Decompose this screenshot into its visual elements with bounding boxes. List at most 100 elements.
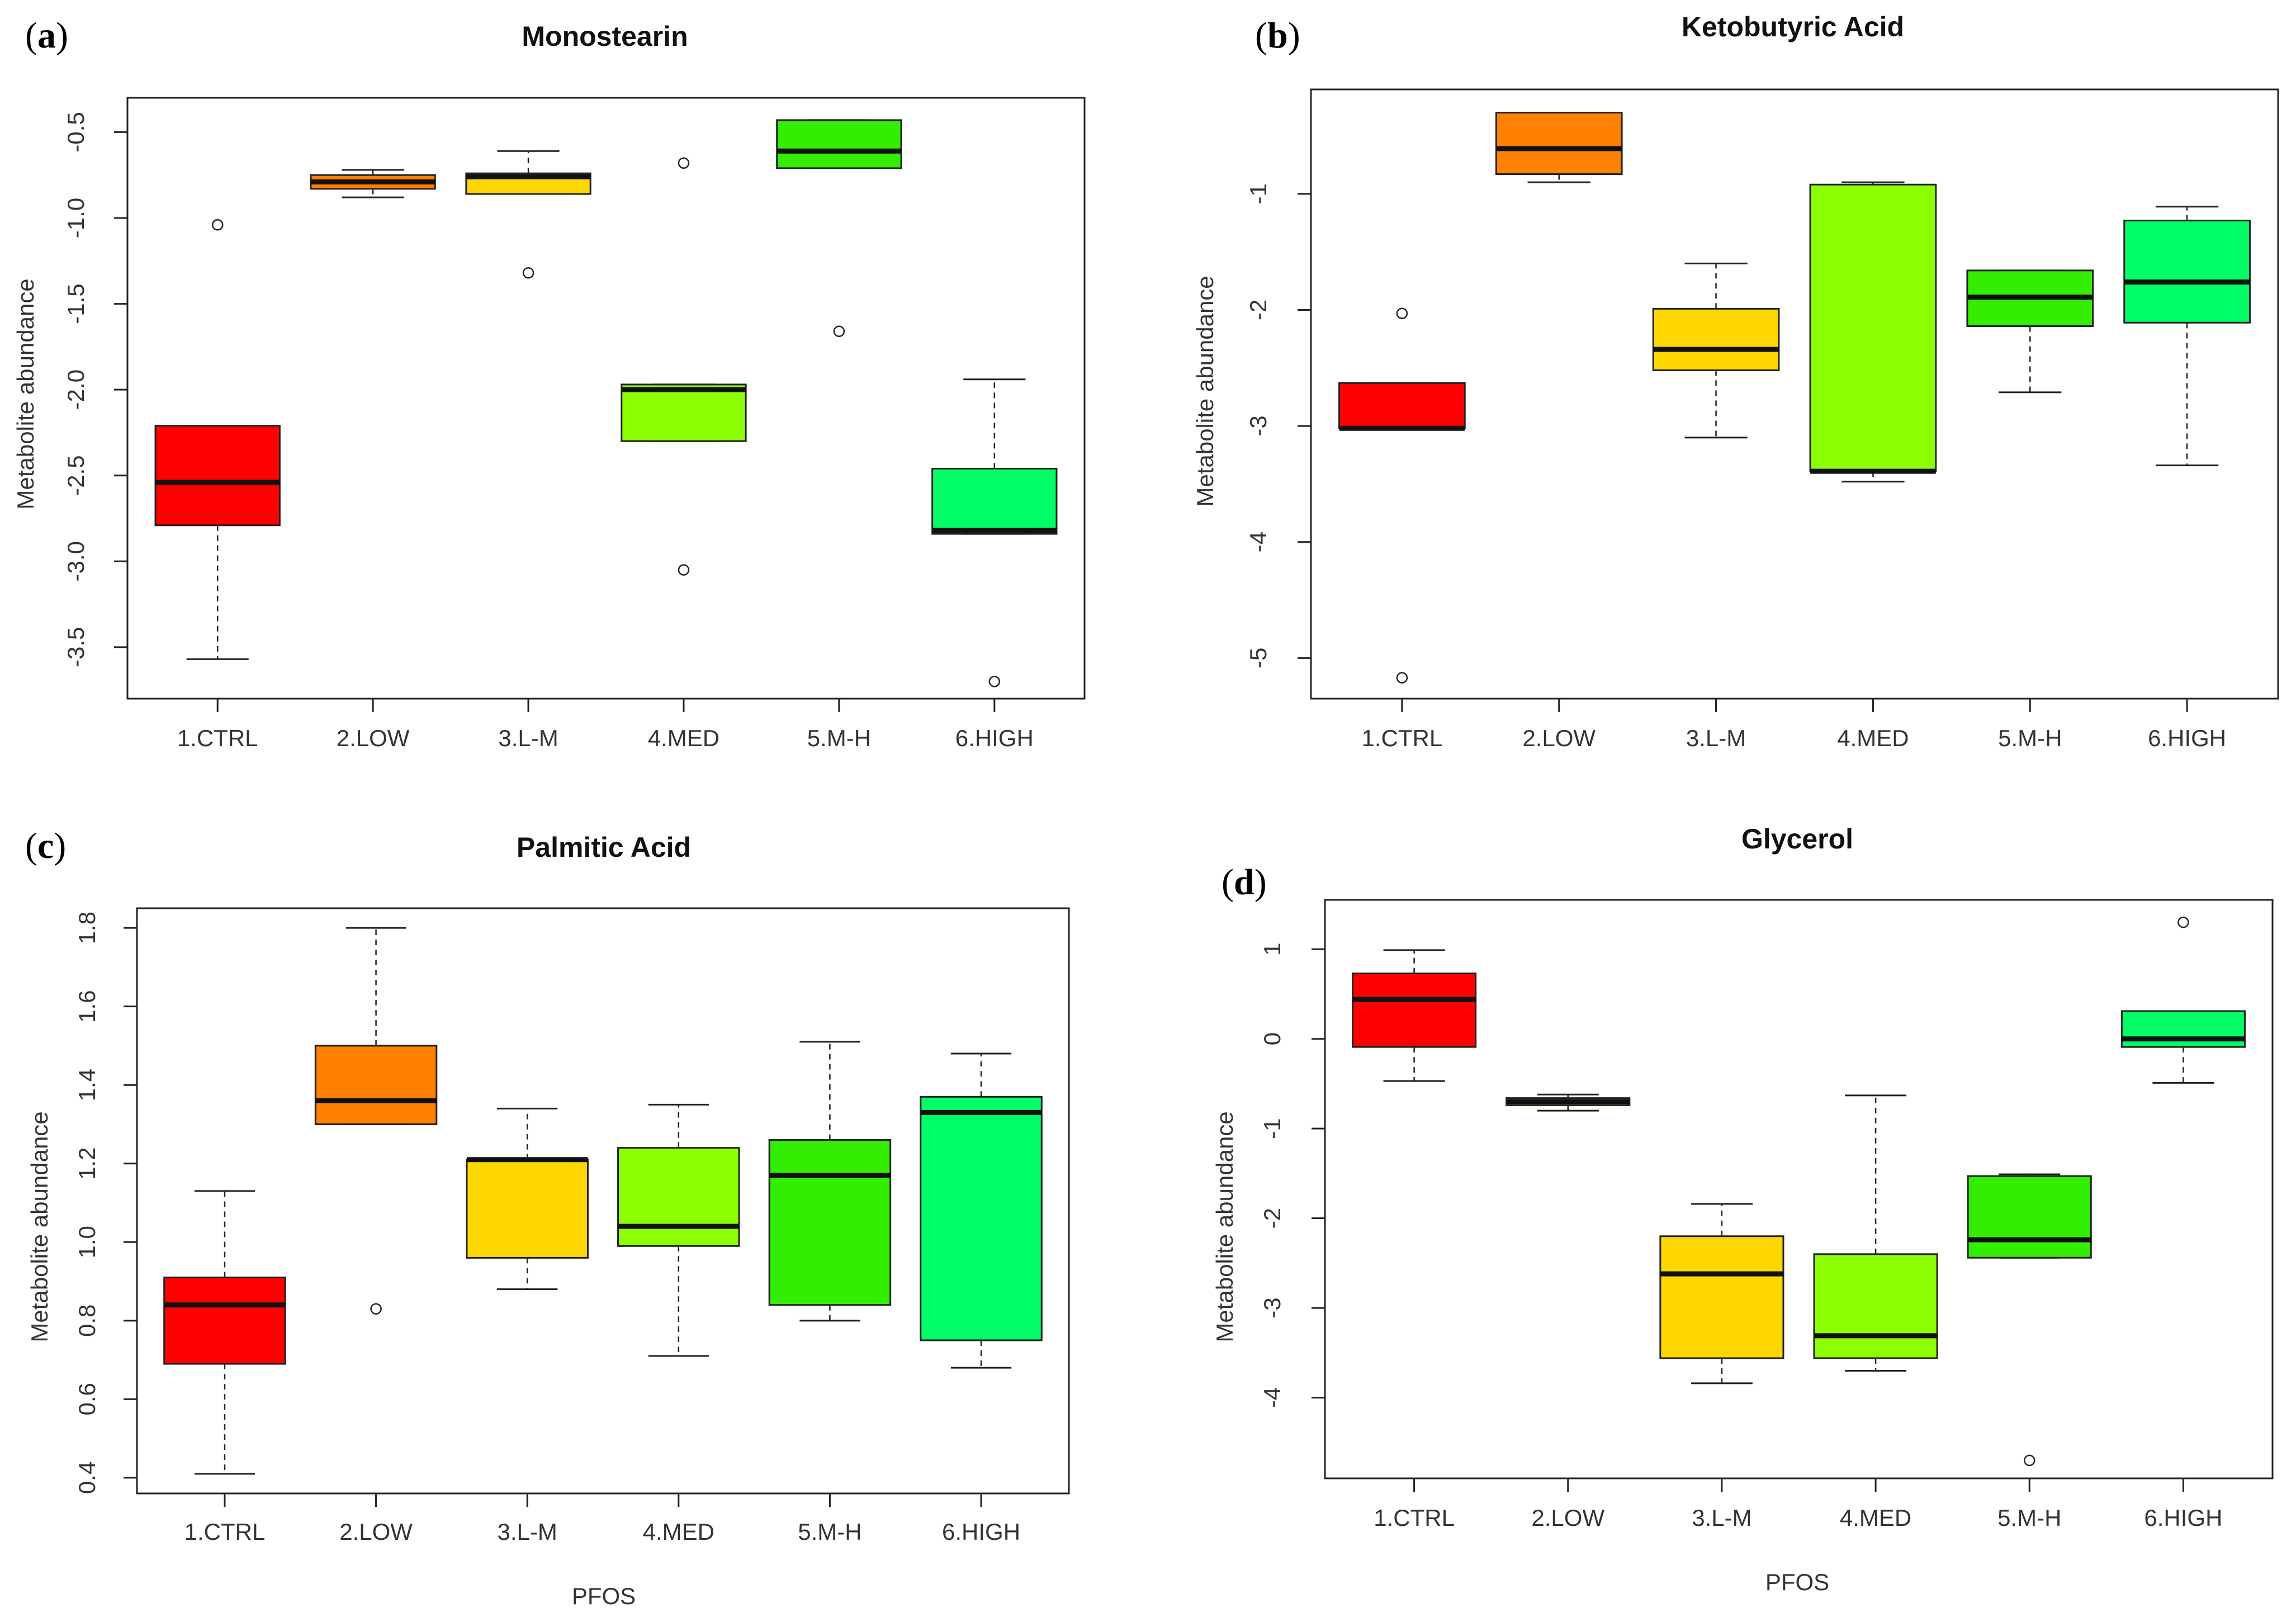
y-tick-label: -2.5 [63, 456, 89, 496]
y-tick-label: -2 [1259, 1208, 1285, 1229]
outlier-point [988, 676, 1001, 687]
box-body [1813, 1253, 1938, 1359]
box-5.M-H [1967, 1173, 2092, 1467]
box-body [154, 425, 281, 527]
box-3.L-M [465, 150, 591, 279]
outlier-point [211, 219, 224, 231]
box-body [1338, 382, 1466, 429]
y-tick-label: 1.6 [74, 990, 100, 1022]
y-tick-label: -1 [1245, 183, 1271, 204]
box-body [920, 1095, 1043, 1341]
box-3.L-M [1659, 1203, 1784, 1384]
y-axis-label: Metabolite abundance [1192, 276, 1218, 506]
box-body [1967, 1175, 2092, 1259]
box-body [1652, 307, 1780, 371]
x-tick-label: 6.HIGH [942, 1519, 1020, 1545]
y-tick-label: 1.2 [74, 1147, 100, 1180]
box-body [931, 467, 1058, 535]
panel-a-monostearin: (a) Monostearin Metabolite abundance -0.… [12, 15, 1086, 751]
box-4.MED [621, 157, 747, 576]
plot-frame [136, 907, 1070, 1495]
x-tick-label: 1.CTRL [1374, 1505, 1455, 1531]
panel-a-label: (a) [25, 15, 68, 56]
x-tick-label: 4.MED [1837, 725, 1909, 751]
outlier-point [678, 157, 690, 169]
y-tick-label: 1 [1259, 943, 1285, 956]
plot-area: 1 0 -1 -2 -3 -4 1.CTRL 2.LOW 3.L-M 4.MED 5.M-H 6.HI… [1259, 899, 2274, 1531]
box-2.LOW [1495, 112, 1623, 183]
panel-d-label: (d) [1222, 862, 1267, 903]
outlier-point [678, 564, 690, 576]
box-2.LOW [1506, 1093, 1631, 1112]
y-tick-label: -1 [1259, 1118, 1285, 1139]
y-tick-label: -3 [1245, 415, 1271, 436]
y-tick-label: 0.8 [74, 1305, 100, 1337]
outlier-point [522, 267, 534, 279]
plot-area: -0.5 -1.0 -1.5 -2.0 -2.5 -3.0 -3.5 1.CTRL 2.LOW 3… [63, 97, 1086, 751]
y-tick-label: 1.0 [74, 1226, 100, 1258]
y-tick-label: -1.5 [63, 283, 89, 324]
box-3.L-M [1652, 262, 1780, 439]
box-3.L-M [466, 1107, 589, 1291]
x-tick-label: 2.LOW [337, 725, 410, 751]
x-tick-label: 5.M-H [1997, 1505, 2061, 1531]
box-4.MED [1809, 181, 1937, 483]
box-body [466, 1159, 589, 1259]
y-tick-label: -4 [1245, 532, 1271, 552]
x-tick-label: 5.M-H [798, 1519, 861, 1545]
box-6.HIGH [931, 378, 1058, 687]
x-tick-label: 5.M-H [807, 725, 871, 751]
box-body [1352, 973, 1477, 1048]
box-body [776, 119, 902, 169]
panel-b-label: (b) [1255, 15, 1300, 56]
y-tick-label: -3.5 [63, 627, 89, 667]
box-5.M-H [768, 1041, 892, 1322]
chart-title: Monostearin [522, 21, 688, 52]
y-tick-label: -2 [1245, 300, 1271, 320]
x-axis-label: PFOS [1765, 1569, 1829, 1595]
box-body [314, 1045, 438, 1125]
y-tick-label: -4 [1259, 1387, 1285, 1408]
box-6.HIGH [2120, 916, 2246, 1084]
x-tick-label: 1.CTRL [177, 725, 258, 751]
box-1.CTRL [163, 1190, 286, 1475]
x-tick-label: 3.L-M [498, 725, 558, 751]
chart-title: Ketobutyric Acid [1682, 11, 1904, 42]
x-tick-label: 2.LOW [1531, 1505, 1604, 1531]
y-tick-label: 1.8 [74, 912, 100, 944]
y-tick-label: 0.4 [74, 1462, 100, 1494]
x-tick-label: 2.LOW [339, 1519, 413, 1545]
box-body [1809, 183, 1937, 472]
outlier-point [833, 325, 845, 337]
box-body [1495, 112, 1623, 176]
y-tick-label: -0.5 [63, 112, 89, 152]
x-tick-label: 6.HIGH [2148, 725, 2226, 751]
y-axis-label: Metabolite abundance [12, 278, 39, 509]
chart-title: Glycerol [1741, 823, 1853, 855]
box-5.M-H [776, 119, 902, 337]
y-tick-label: -1.0 [63, 198, 89, 238]
outlier-point [2177, 916, 2189, 928]
box-4.MED [1813, 1094, 1938, 1372]
plot-area: 0.4 0.6 0.8 1.0 1.2 1.4 1.6 1.8 1.CTRL 2.LOW 3.L-M… [74, 907, 1070, 1545]
panel-d-glycerol: (d) Glycerol Metabolite abundance PFOS 1… [1211, 823, 2274, 1595]
box-body [163, 1277, 286, 1365]
plot-frame [126, 97, 1086, 700]
box-body [2120, 1010, 2246, 1048]
box-5.M-H [1966, 269, 2094, 393]
y-tick-label: -3 [1259, 1297, 1285, 1318]
x-tick-label: 1.CTRL [184, 1519, 266, 1545]
box-body [2123, 220, 2251, 324]
x-axis-label: PFOS [572, 1583, 636, 1609]
box-body [617, 1147, 740, 1247]
box-2.LOW [310, 169, 436, 198]
x-tick-label: 6.HIGH [2144, 1505, 2222, 1531]
panel-c-label: (c) [25, 826, 66, 866]
y-tick-label: 0.6 [74, 1383, 100, 1415]
outlier-point [370, 1303, 382, 1315]
outlier-point [1396, 672, 1408, 684]
plot-frame [1324, 899, 2274, 1479]
box-1.CTRL [1338, 307, 1466, 684]
y-axis-label: Metabolite abundance [26, 1111, 53, 1342]
